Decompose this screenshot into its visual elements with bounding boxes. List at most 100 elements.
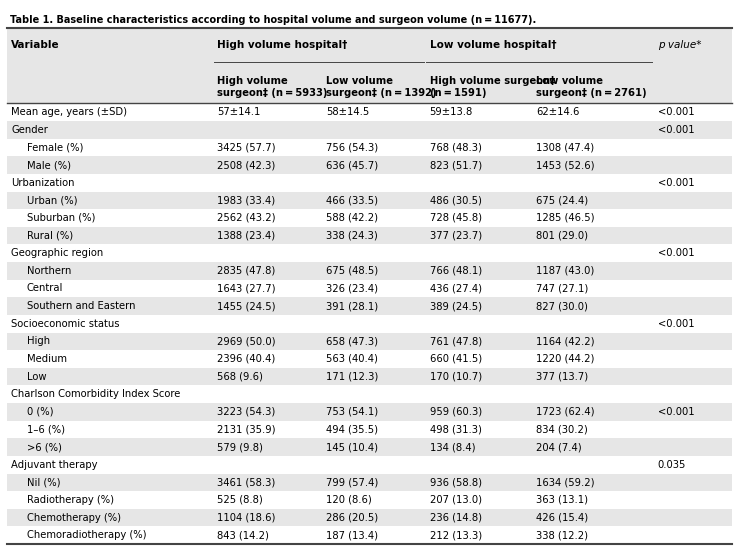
Bar — [7, 403, 732, 421]
Text: Central: Central — [27, 284, 64, 294]
Text: Low volume hospital†: Low volume hospital† — [429, 40, 556, 50]
Text: 799 (57.4): 799 (57.4) — [326, 477, 378, 487]
Text: Geographic region: Geographic region — [11, 248, 103, 258]
Text: 936 (58.8): 936 (58.8) — [429, 477, 482, 487]
Text: 843 (14.2): 843 (14.2) — [217, 530, 269, 540]
Text: Gender: Gender — [11, 125, 48, 135]
Text: Nil (%): Nil (%) — [27, 477, 61, 487]
Text: High volume surgeon‡
(n = 1591): High volume surgeon‡ (n = 1591) — [429, 76, 555, 98]
Text: >6 (%): >6 (%) — [27, 442, 62, 452]
Text: 3223 (54.3): 3223 (54.3) — [217, 407, 276, 417]
Bar — [7, 297, 732, 315]
Text: 1634 (59.2): 1634 (59.2) — [536, 477, 595, 487]
Text: Urban (%): Urban (%) — [27, 195, 78, 205]
Text: 1104 (18.6): 1104 (18.6) — [217, 513, 276, 523]
Text: Adjuvant therapy: Adjuvant therapy — [11, 460, 98, 470]
Text: 338 (12.2): 338 (12.2) — [536, 530, 588, 540]
Text: 286 (20.5): 286 (20.5) — [326, 513, 378, 523]
Text: <0.001: <0.001 — [658, 107, 695, 117]
Text: <0.001: <0.001 — [658, 319, 695, 329]
Text: Male (%): Male (%) — [27, 160, 71, 170]
Text: 363 (13.1): 363 (13.1) — [536, 495, 588, 505]
Text: 801 (29.0): 801 (29.0) — [536, 231, 588, 241]
Text: Radiotherapy (%): Radiotherapy (%) — [27, 495, 114, 505]
Text: 338 (24.3): 338 (24.3) — [326, 231, 378, 241]
Text: 326 (23.4): 326 (23.4) — [326, 284, 378, 294]
Text: 1388 (23.4): 1388 (23.4) — [217, 231, 276, 241]
Text: 236 (14.8): 236 (14.8) — [429, 513, 482, 523]
Text: Southern and Eastern: Southern and Eastern — [27, 301, 135, 311]
Text: 766 (48.1): 766 (48.1) — [429, 266, 482, 276]
Text: 59±13.8: 59±13.8 — [429, 107, 473, 117]
Text: 1643 (27.7): 1643 (27.7) — [217, 284, 276, 294]
Text: Chemotherapy (%): Chemotherapy (%) — [27, 513, 121, 523]
Text: 3461 (58.3): 3461 (58.3) — [217, 477, 276, 487]
Text: p value*: p value* — [658, 40, 701, 50]
Text: 426 (15.4): 426 (15.4) — [536, 513, 588, 523]
Text: 1983 (33.4): 1983 (33.4) — [217, 195, 276, 205]
Text: 658 (47.3): 658 (47.3) — [326, 336, 378, 346]
Text: 486 (30.5): 486 (30.5) — [429, 195, 482, 205]
Text: 579 (9.8): 579 (9.8) — [217, 442, 263, 452]
Text: <0.001: <0.001 — [658, 178, 695, 188]
Text: Low volume
surgeon‡ (n = 2761): Low volume surgeon‡ (n = 2761) — [536, 76, 647, 98]
Bar — [7, 191, 732, 209]
Text: Table 1. Baseline characteristics according to hospital volume and surgeon volum: Table 1. Baseline characteristics accord… — [10, 16, 536, 26]
Text: 57±14.1: 57±14.1 — [217, 107, 261, 117]
Text: 525 (8.8): 525 (8.8) — [217, 495, 263, 505]
Text: Low: Low — [27, 372, 47, 382]
Text: 768 (48.3): 768 (48.3) — [429, 143, 482, 153]
Text: High volume
surgeon‡ (n = 5933): High volume surgeon‡ (n = 5933) — [217, 76, 328, 98]
Text: 827 (30.0): 827 (30.0) — [536, 301, 588, 311]
Text: 1164 (42.2): 1164 (42.2) — [536, 336, 595, 346]
Text: 1723 (62.4): 1723 (62.4) — [536, 407, 595, 417]
Text: 466 (33.5): 466 (33.5) — [326, 195, 378, 205]
Text: 389 (24.5): 389 (24.5) — [429, 301, 482, 311]
Text: 2131 (35.9): 2131 (35.9) — [217, 425, 276, 435]
Text: 494 (35.5): 494 (35.5) — [326, 425, 378, 435]
Text: 636 (45.7): 636 (45.7) — [326, 160, 378, 170]
Text: 2508 (42.3): 2508 (42.3) — [217, 160, 276, 170]
Text: 134 (8.4): 134 (8.4) — [429, 442, 475, 452]
Text: 1220 (44.2): 1220 (44.2) — [536, 354, 594, 364]
Text: 747 (27.1): 747 (27.1) — [536, 284, 588, 294]
Text: 2396 (40.4): 2396 (40.4) — [217, 354, 276, 364]
Bar — [7, 157, 732, 174]
Text: 204 (7.4): 204 (7.4) — [536, 442, 582, 452]
Bar — [7, 28, 732, 103]
Text: 1455 (24.5): 1455 (24.5) — [217, 301, 276, 311]
Text: 170 (10.7): 170 (10.7) — [429, 372, 482, 382]
Bar — [7, 332, 732, 350]
Text: 377 (23.7): 377 (23.7) — [429, 231, 482, 241]
Bar — [7, 368, 732, 385]
Text: Socioeconomic status: Socioeconomic status — [11, 319, 120, 329]
Text: <0.001: <0.001 — [658, 407, 695, 417]
Text: High volume hospital†: High volume hospital† — [217, 40, 347, 50]
Text: Urbanization: Urbanization — [11, 178, 75, 188]
Text: Northern: Northern — [27, 266, 72, 276]
Text: High: High — [27, 336, 50, 346]
Text: 563 (40.4): 563 (40.4) — [326, 354, 378, 364]
Text: 207 (13.0): 207 (13.0) — [429, 495, 482, 505]
Text: 675 (24.4): 675 (24.4) — [536, 195, 588, 205]
Text: 753 (54.1): 753 (54.1) — [326, 407, 378, 417]
Text: <0.001: <0.001 — [658, 125, 695, 135]
Text: 761 (47.8): 761 (47.8) — [429, 336, 482, 346]
Bar — [7, 262, 732, 280]
Text: 0 (%): 0 (%) — [27, 407, 53, 417]
Text: Variable: Variable — [11, 40, 60, 50]
Text: 1308 (47.4): 1308 (47.4) — [536, 143, 594, 153]
Text: Rural (%): Rural (%) — [27, 231, 73, 241]
Text: 675 (48.5): 675 (48.5) — [326, 266, 378, 276]
Text: 58±14.5: 58±14.5 — [326, 107, 370, 117]
Text: Suburban (%): Suburban (%) — [27, 213, 95, 223]
Text: Mean age, years (±SD): Mean age, years (±SD) — [11, 107, 127, 117]
Text: 660 (41.5): 660 (41.5) — [429, 354, 482, 364]
Text: 1453 (52.6): 1453 (52.6) — [536, 160, 595, 170]
Text: Medium: Medium — [27, 354, 67, 364]
Text: <0.001: <0.001 — [658, 248, 695, 258]
Text: 0.035: 0.035 — [658, 460, 686, 470]
Bar — [7, 121, 732, 139]
Text: 120 (8.6): 120 (8.6) — [326, 495, 372, 505]
Text: 588 (42.2): 588 (42.2) — [326, 213, 378, 223]
